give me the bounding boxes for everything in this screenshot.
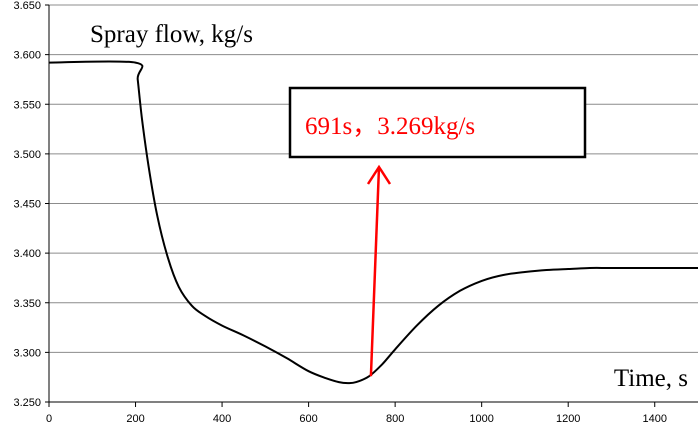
x-tick-label: 600 (299, 413, 317, 425)
y-tick-label: 3.250 (13, 397, 41, 409)
x-axis-title: Time, s (614, 365, 688, 392)
y-tick-label: 3.650 (13, 0, 41, 12)
x-tick-label: 1400 (642, 413, 666, 425)
y-tick-label: 3.400 (13, 248, 41, 260)
y-tick-label: 3.300 (13, 347, 41, 359)
y-tick-label: 3.600 (13, 50, 41, 62)
x-tick-label: 0 (46, 413, 52, 425)
series-line (48, 60, 698, 385)
y-tick-label: 3.500 (13, 149, 41, 161)
y-axis-ticks: 3.250 3.300 3.350 3.400 3.450 3.500 3.550 3.600… (13, 0, 49, 409)
y-axis-title: Spray flow, kg/s (90, 21, 253, 48)
annotation-arrow (369, 166, 381, 377)
x-axis-ticks: 0 200 400 600 800 1000 1200 1400 (46, 402, 667, 425)
annotation: 691s，3.269kg/s (288, 86, 587, 377)
y-tick-label: 3.550 (13, 99, 41, 111)
x-tick-label: 800 (386, 413, 404, 425)
y-tick-label: 3.350 (13, 298, 41, 310)
series-group (48, 60, 698, 385)
x-tick-label: 400 (213, 413, 231, 425)
annotation-box (288, 86, 587, 159)
x-tick-label: 1200 (556, 413, 580, 425)
annotation-arrowhead (366, 164, 392, 185)
annotation-label: 691s，3.269kg/s (305, 113, 475, 140)
x-tick-label: 1000 (469, 413, 493, 425)
y-tick-label: 3.450 (13, 199, 41, 211)
x-tick-label: 200 (126, 413, 144, 425)
